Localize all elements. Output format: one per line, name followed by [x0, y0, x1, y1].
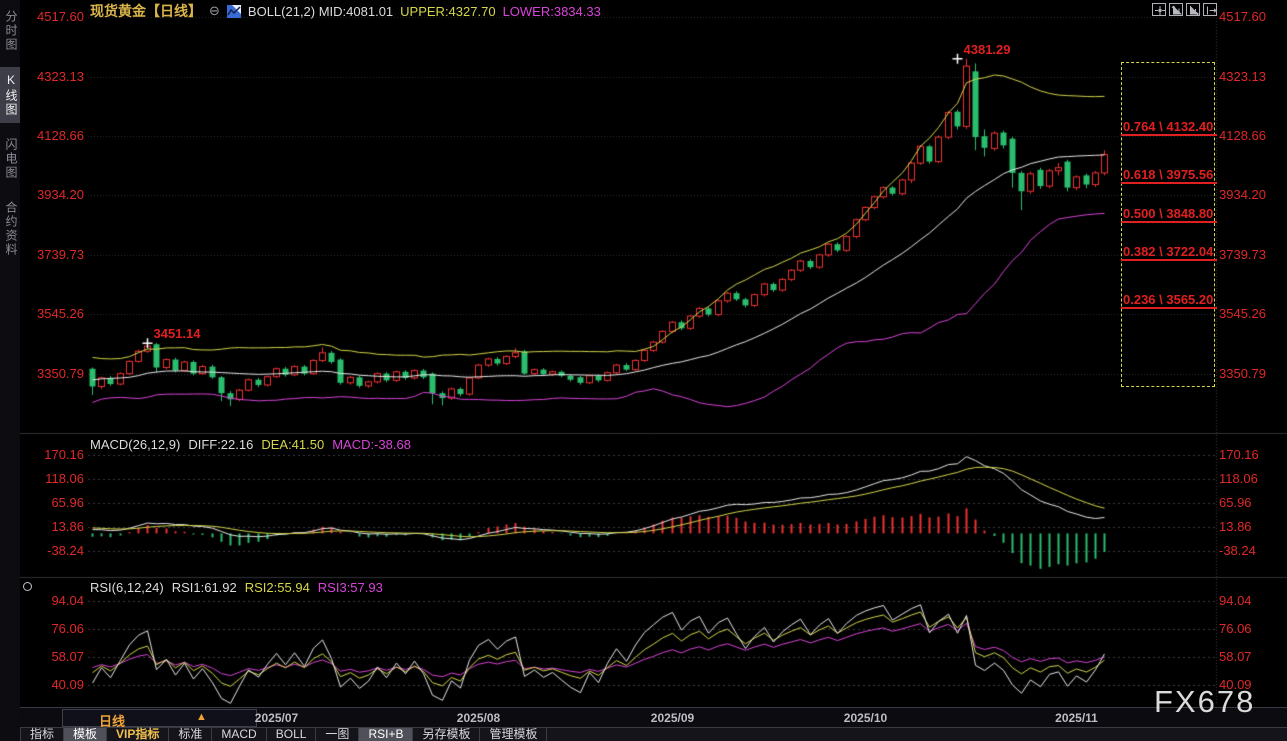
bottom-toolbar: 指标 模板 VIP指标 标准 MACD BOLL 一图 RSI+B 另存模板 管理模板: [20, 727, 1287, 741]
exit-panel-icon[interactable]: [1203, 3, 1217, 16]
rsi-axis-tick-label: 94.04: [1219, 592, 1252, 608]
date-tick-label: 2025/07: [254, 711, 299, 725]
sidebar-item-4[interactable]: 合约资料: [4, 201, 18, 257]
period-label: 日线: [99, 714, 126, 729]
fib-level-label: 0.764 \ 4132.40: [1121, 119, 1217, 136]
price-high-annotation: 3451.14: [153, 326, 201, 342]
macd-axis-tick-label: 13.86: [51, 519, 84, 534]
price-axis-tick-label: 4517.60: [37, 9, 84, 24]
window-icon-bar: [1152, 3, 1217, 16]
tab-指标[interactable]: 指标: [20, 728, 63, 741]
chart-type-sidebar: 分时图 K线图闪电图合约资料: [0, 0, 20, 741]
macd-axis-tick-label: 170.16: [1219, 447, 1259, 463]
macd-name: MACD(26,12,9): [90, 437, 181, 452]
sidebar-item-3[interactable]: 闪电图: [4, 138, 18, 180]
price-axis-tick-label: 3545.26: [37, 306, 84, 322]
chart-header: 现货黄金【日线】 ⊖ BOLL(21,2) MID:4081.01 UPPER:…: [90, 2, 601, 20]
price-axis-tick-label: 4323.13: [1219, 68, 1266, 84]
rsi-header: RSI(6,12,24) RSI1:61.92 RSI2:55.94 RSI3:…: [90, 580, 383, 595]
tab-模板[interactable]: 模板: [63, 728, 107, 741]
date-tick-label: 2025/08: [456, 711, 501, 725]
macd-diff-readout: DIFF:22.16: [188, 437, 254, 452]
zoom-y-axis-icon[interactable]: [1169, 3, 1183, 16]
price-axis-tick-label: 4128.66: [37, 128, 84, 143]
macd-axis-tick-label: -38.24: [1219, 543, 1256, 558]
collapse-indicator-icon[interactable]: ⊖: [209, 3, 220, 18]
rsi-axis-tick-label: 58.07: [51, 649, 84, 664]
tab-MACD[interactable]: MACD: [211, 728, 265, 741]
rsi-axis-tick-label: 58.07: [1219, 649, 1252, 664]
price-axis-tick-label: 4128.66: [1219, 128, 1266, 143]
price-axis-tick-label: 3350.79: [37, 365, 84, 381]
macd-axis-tick-label: 65.96: [51, 495, 84, 510]
brand-watermark: FX678: [1154, 684, 1256, 719]
rsi2-readout: RSI2:55.94: [244, 580, 310, 595]
tab-另存模板[interactable]: 另存模板: [412, 728, 479, 741]
tab-一图[interactable]: 一图: [315, 728, 358, 741]
move-icon[interactable]: [1152, 3, 1166, 16]
rsi1-readout: RSI1:61.92: [171, 580, 237, 595]
fib-level-label: 0.618 \ 3975.56: [1121, 167, 1217, 184]
price-axis-tick-label: 3739.73: [37, 246, 84, 262]
sidebar-item-1[interactable]: 分时图: [4, 10, 18, 52]
macd-axis-tick-label: 65.96: [1219, 495, 1252, 510]
price-axis-tick-label: 4517.60: [1219, 9, 1266, 24]
rsi-name: RSI(6,12,24): [90, 580, 164, 595]
rsi-axis-tick-label: 40.09: [51, 677, 84, 692]
mini-line-chart-icon[interactable]: [226, 4, 241, 18]
macd-macd-readout: MACD:-38.68: [332, 437, 411, 452]
fib-level-label: 0.500 \ 3848.80: [1121, 206, 1217, 223]
rsi-panel-collapse-icon[interactable]: [23, 582, 32, 591]
tab-RSI+B[interactable]: RSI+B: [358, 728, 413, 741]
fib-level-label: 0.382 \ 3722.04: [1121, 244, 1217, 262]
price-axis-tick-label: 3934.20: [37, 187, 84, 203]
rsi-axis-tick-label: 76.06: [1219, 620, 1252, 636]
tab-BOLL[interactable]: BOLL: [265, 728, 316, 741]
macd-axis-tick-label: -38.24: [47, 543, 84, 558]
date-tick-label: 2025/10: [843, 711, 888, 725]
boll-mid-readout: BOLL(21,2) MID:4081.01: [247, 3, 394, 19]
period-up-arrow-icon: ▲: [196, 711, 207, 723]
price-axis-tick-label: 3934.20: [1219, 187, 1266, 203]
sidebar-item-2[interactable]: K线图: [0, 67, 20, 123]
zoom-x-axis-icon[interactable]: [1186, 3, 1200, 16]
macd-header: MACD(26,12,9) DIFF:22.16 DEA:41.50 MACD:…: [90, 437, 411, 452]
tab-标准[interactable]: 标准: [168, 728, 211, 741]
fib-level-label: 0.236 \ 3565.20: [1121, 292, 1217, 310]
price-axis-tick-label: 4323.13: [37, 68, 84, 84]
boll-lower-readout: LOWER:3834.33: [502, 3, 601, 19]
macd-axis-tick-label: 170.16: [44, 447, 84, 463]
rsi-axis-tick-label: 94.04: [51, 592, 84, 608]
macd-axis-tick-label: 13.86: [1219, 519, 1252, 534]
rsi-axis-tick-label: 40.09: [1219, 677, 1252, 692]
rsi3-readout: RSI3:57.93: [317, 580, 383, 595]
boll-upper-readout: UPPER:4327.70: [400, 3, 496, 19]
tab-管理模板[interactable]: 管理模板: [479, 728, 548, 741]
instrument-title: 现货黄金【日线】: [90, 3, 202, 19]
date-tick-label: 2025/09: [650, 711, 695, 725]
price-high-annotation: 4381.29: [963, 41, 1011, 57]
macd-dea-readout: DEA:41.50: [261, 437, 325, 452]
price-axis-tick-label: 3545.26: [1219, 306, 1266, 322]
price-axis-tick-label: 3350.79: [1219, 365, 1266, 381]
period-selector[interactable]: 日线 ▲: [62, 709, 257, 729]
tab-VIP指标[interactable]: VIP指标: [106, 728, 168, 741]
fibonacci-box: [1121, 62, 1215, 387]
macd-axis-tick-label: 118.06: [1219, 471, 1258, 487]
rsi-axis-tick-label: 76.06: [51, 620, 84, 636]
price-axis-tick-label: 3739.73: [1219, 246, 1266, 262]
date-tick-label: 2025/11: [1055, 711, 1098, 725]
timeline-row: 日线 ▲ 2025/07 2025/08 2025/09 2025/10 2025/11: [20, 707, 1287, 729]
macd-axis-tick-label: 118.06: [45, 471, 84, 487]
